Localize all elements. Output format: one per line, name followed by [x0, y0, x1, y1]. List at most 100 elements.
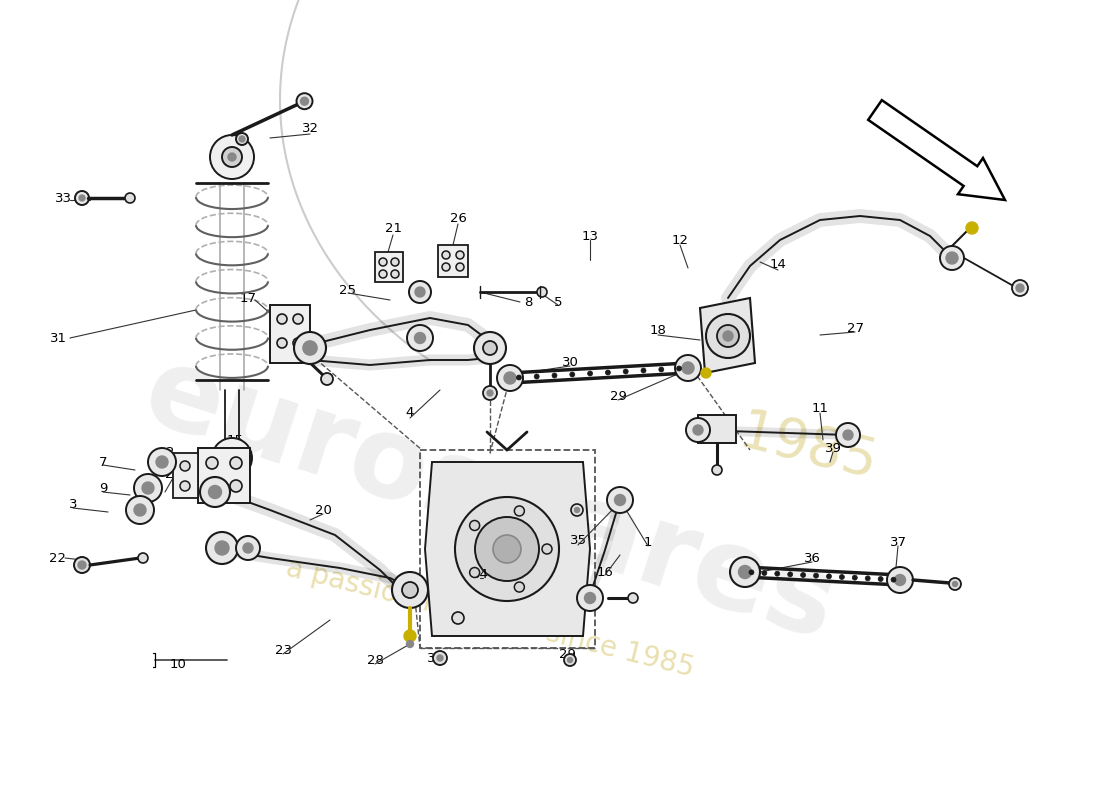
Text: 18: 18	[650, 323, 667, 337]
Text: 16: 16	[596, 566, 614, 578]
Circle shape	[659, 367, 663, 372]
Circle shape	[236, 536, 260, 560]
Text: 8: 8	[524, 295, 532, 309]
Polygon shape	[270, 305, 310, 363]
Circle shape	[878, 577, 883, 582]
Text: 24: 24	[165, 469, 182, 482]
Circle shape	[788, 572, 793, 577]
Circle shape	[75, 191, 89, 205]
Circle shape	[814, 573, 818, 578]
Polygon shape	[700, 298, 755, 373]
Circle shape	[584, 593, 595, 603]
Circle shape	[209, 486, 221, 498]
Circle shape	[277, 338, 287, 348]
Circle shape	[966, 222, 978, 234]
Circle shape	[126, 496, 154, 524]
Circle shape	[433, 651, 447, 665]
Text: 12: 12	[671, 234, 689, 246]
Text: 15: 15	[227, 434, 243, 446]
Circle shape	[180, 461, 190, 471]
Circle shape	[887, 567, 913, 593]
Circle shape	[675, 355, 701, 381]
Circle shape	[516, 375, 521, 380]
Circle shape	[134, 504, 146, 516]
Circle shape	[624, 369, 628, 374]
Text: 6: 6	[292, 303, 300, 317]
Circle shape	[483, 386, 497, 400]
Circle shape	[515, 582, 525, 592]
Circle shape	[749, 570, 754, 575]
Circle shape	[210, 135, 254, 179]
Circle shape	[836, 423, 860, 447]
Circle shape	[134, 474, 162, 502]
Circle shape	[607, 487, 632, 513]
Circle shape	[409, 281, 431, 303]
Circle shape	[738, 566, 751, 578]
Circle shape	[676, 366, 682, 371]
Circle shape	[1012, 280, 1028, 296]
Circle shape	[214, 541, 229, 555]
Text: 31: 31	[50, 331, 66, 345]
Text: 28: 28	[366, 654, 384, 666]
Circle shape	[442, 263, 450, 271]
Circle shape	[180, 481, 190, 491]
Circle shape	[578, 585, 603, 611]
Circle shape	[206, 457, 218, 469]
Circle shape	[717, 325, 739, 347]
Text: 23: 23	[275, 643, 292, 657]
Circle shape	[552, 373, 557, 378]
Circle shape	[587, 371, 593, 376]
Text: 34: 34	[472, 569, 488, 582]
Circle shape	[239, 136, 245, 142]
Circle shape	[230, 457, 242, 469]
Text: 7: 7	[99, 455, 108, 469]
Circle shape	[564, 654, 576, 666]
Circle shape	[415, 333, 426, 343]
Circle shape	[686, 418, 710, 442]
Circle shape	[125, 193, 135, 203]
Circle shape	[452, 612, 464, 624]
Text: eurospares: eurospares	[130, 336, 849, 664]
Text: 22: 22	[50, 551, 66, 565]
Text: 2: 2	[166, 446, 174, 458]
Text: 13: 13	[582, 230, 598, 242]
Circle shape	[605, 370, 610, 375]
Circle shape	[236, 133, 248, 145]
Circle shape	[206, 532, 238, 564]
Circle shape	[300, 97, 308, 105]
Circle shape	[228, 153, 236, 161]
Text: 29: 29	[609, 390, 626, 402]
Circle shape	[535, 374, 539, 379]
Circle shape	[774, 571, 780, 576]
Circle shape	[297, 93, 312, 109]
Text: 27: 27	[847, 322, 864, 334]
Text: 14: 14	[770, 258, 786, 271]
Text: 26: 26	[450, 211, 466, 225]
Circle shape	[142, 482, 154, 494]
Polygon shape	[173, 453, 198, 498]
Circle shape	[570, 372, 575, 377]
Text: 35: 35	[570, 534, 586, 546]
Text: 11: 11	[812, 402, 828, 414]
Circle shape	[574, 507, 580, 513]
Circle shape	[230, 480, 242, 492]
Text: 1: 1	[644, 535, 652, 549]
Text: a passion for parts since 1985: a passion for parts since 1985	[283, 554, 697, 682]
Circle shape	[404, 630, 416, 642]
Circle shape	[762, 570, 767, 575]
Circle shape	[826, 574, 832, 579]
Circle shape	[321, 373, 333, 385]
Circle shape	[379, 270, 387, 278]
Circle shape	[693, 425, 703, 435]
Circle shape	[222, 147, 242, 167]
Circle shape	[228, 454, 236, 462]
Text: 29: 29	[559, 649, 575, 662]
Text: 17: 17	[240, 291, 256, 305]
Circle shape	[571, 504, 583, 516]
Circle shape	[79, 195, 85, 201]
Circle shape	[568, 658, 572, 662]
Text: 4: 4	[406, 406, 415, 419]
Circle shape	[730, 557, 760, 587]
Circle shape	[437, 655, 443, 661]
Circle shape	[949, 578, 961, 590]
